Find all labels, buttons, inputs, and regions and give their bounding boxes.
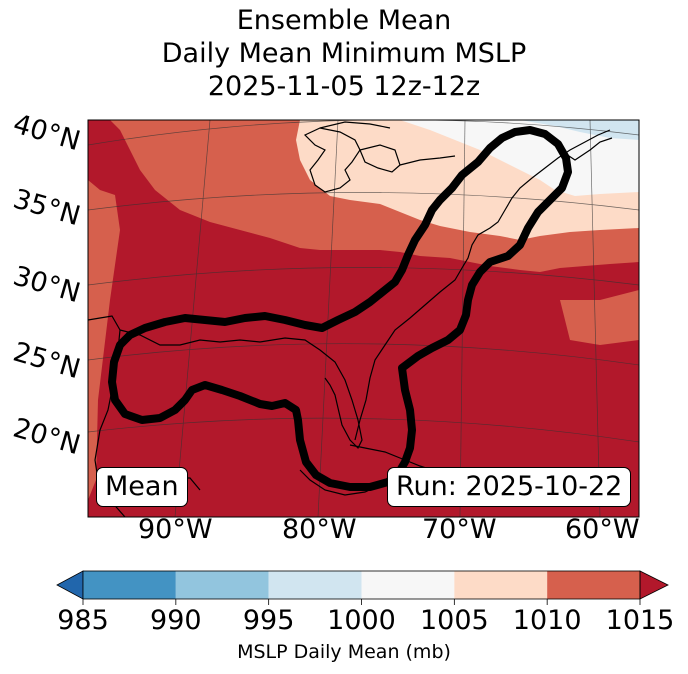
colorbar-tick-label-1015: 1015	[605, 605, 675, 636]
lon-label-60w: 60°W	[565, 514, 640, 545]
title-line-1: Ensemble Mean	[236, 5, 452, 36]
colorbar-tick-label-1010: 1010	[512, 605, 582, 636]
field-1005-1010-ne	[560, 290, 639, 345]
field-995-1000	[400, 120, 639, 196]
field-990-995	[520, 120, 639, 140]
colorbar-bin-1005-1010	[454, 571, 548, 599]
colorbar-bin-995-1000	[268, 571, 362, 599]
title-line-3: 2025-11-05 12z-12z	[207, 71, 481, 102]
map-area	[88, 120, 639, 517]
map-frame	[87, 119, 640, 518]
field-1005-1010-west	[88, 180, 120, 500]
lon-label-70w: 70°W	[422, 514, 497, 545]
graticule	[88, 120, 639, 517]
colorbar-bin-990-995	[175, 571, 269, 599]
colorbar	[56, 570, 669, 605]
lon-label-90w: 90°W	[138, 514, 213, 545]
colorbar-bin-985-990	[83, 571, 176, 599]
mean-label-box: Mean	[96, 467, 188, 507]
colorbar-label: MSLP Daily Mean (mb)	[237, 641, 451, 663]
title-line-2: Daily Mean Minimum MSLP	[161, 38, 527, 69]
colorbar-tick-label-990: 990	[150, 605, 202, 636]
run-date-box: Run: 2025-10-22	[387, 467, 632, 507]
colorbar-tick-label-985: 985	[57, 605, 109, 636]
colorbar-extend-high	[639, 570, 669, 600]
mslp-contour	[108, 126, 572, 491]
colorbar-tick-label-1000: 1000	[327, 605, 396, 636]
colorbar-extend-low	[56, 570, 84, 600]
lon-label-80w: 80°W	[282, 514, 357, 545]
colorbar-tick-label-1005: 1005	[419, 605, 489, 636]
colorbar-bin-1000-1005	[361, 571, 455, 599]
colorbar-tick-label-995: 995	[242, 605, 295, 636]
colorbar-bin-1010-1015	[547, 571, 640, 599]
